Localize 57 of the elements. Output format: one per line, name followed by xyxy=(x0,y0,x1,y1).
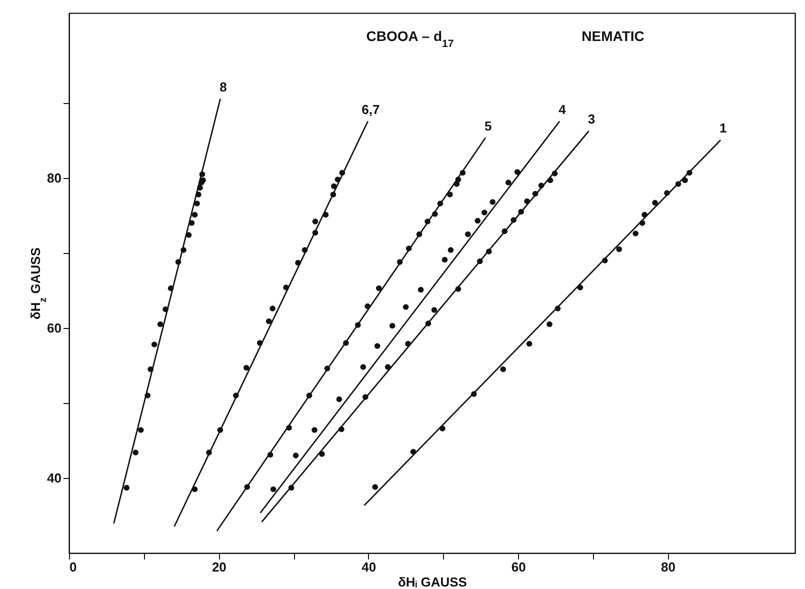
point xyxy=(500,366,506,372)
point xyxy=(632,230,638,236)
point xyxy=(505,180,512,186)
point xyxy=(292,452,299,458)
point xyxy=(402,304,409,310)
y-tick-label: 80 xyxy=(47,170,62,186)
point xyxy=(490,199,496,205)
series-label: 4 xyxy=(558,102,567,117)
point xyxy=(124,484,130,491)
point xyxy=(270,306,276,312)
series-label: 8 xyxy=(220,79,227,94)
point xyxy=(376,285,382,292)
point xyxy=(243,364,250,371)
x-tick-label: 0 xyxy=(70,560,77,574)
point xyxy=(374,343,380,349)
text: CBOOA – d$_{17}$ xyxy=(366,28,454,50)
point xyxy=(465,231,471,238)
point xyxy=(448,247,454,253)
series-label: 5 xyxy=(484,118,492,134)
point xyxy=(200,177,206,184)
point xyxy=(270,486,276,492)
point xyxy=(151,342,158,348)
point xyxy=(546,321,552,328)
point xyxy=(138,427,144,433)
point xyxy=(372,484,378,490)
y-tick-label: 40 xyxy=(47,470,62,486)
point xyxy=(132,450,139,456)
point xyxy=(157,321,164,328)
x-tick-label: 40 xyxy=(362,560,376,574)
point xyxy=(474,218,481,224)
point xyxy=(514,169,520,175)
series-label: 3 xyxy=(588,112,596,126)
x-tick-label: 20 xyxy=(212,560,226,574)
point xyxy=(616,246,622,252)
text: NEMATIC xyxy=(582,28,644,44)
point xyxy=(418,286,424,293)
point xyxy=(266,318,272,324)
point xyxy=(526,340,532,347)
series-label: 6,7 xyxy=(362,102,380,117)
point xyxy=(442,256,448,263)
point xyxy=(389,322,396,329)
point xyxy=(431,307,438,313)
point xyxy=(192,212,198,218)
point xyxy=(360,364,366,370)
point xyxy=(481,210,488,216)
x-tick-label: 60 xyxy=(511,560,526,574)
point xyxy=(652,200,658,206)
point xyxy=(312,427,318,433)
y-tick-label: 60 xyxy=(47,320,62,336)
point xyxy=(336,396,342,402)
point xyxy=(194,200,200,206)
series-label: 1 xyxy=(720,120,727,136)
x-axis-title: δHᵢ GAUSS xyxy=(398,574,468,589)
point xyxy=(384,364,391,370)
x-tick-label: 80 xyxy=(661,560,676,574)
point xyxy=(447,192,453,198)
point xyxy=(312,218,318,224)
